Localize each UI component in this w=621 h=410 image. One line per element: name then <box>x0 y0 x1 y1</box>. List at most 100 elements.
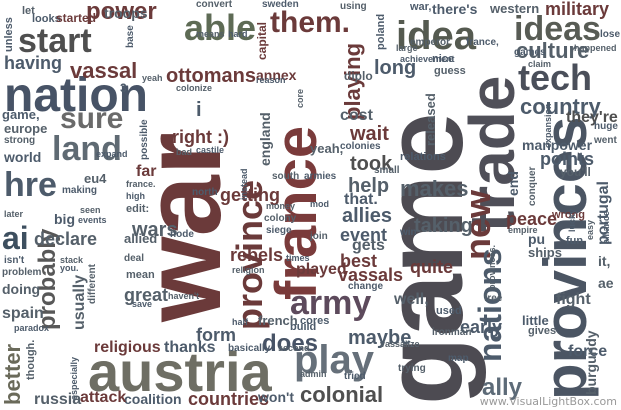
word-expand: expand <box>96 149 128 159</box>
word-join: join <box>310 231 328 242</box>
word-seen: seen <box>80 205 101 215</box>
word-taking: taking <box>414 215 473 237</box>
word-sure: sure <box>60 102 124 135</box>
word-peace: peace <box>506 209 558 229</box>
word-havent: haven't <box>168 291 200 301</box>
word-half: half <box>232 317 249 327</box>
word-able: able <box>184 7 257 48</box>
word-colonize: colonize <box>176 83 213 93</box>
word-that: that. <box>344 191 378 208</box>
word-i: i <box>196 99 202 121</box>
word-yeah-comma: yeah, <box>310 141 344 156</box>
word-provinces-dot: provinces. <box>487 244 497 290</box>
word-expansion: expansion <box>543 103 553 148</box>
word-ships: ships <box>528 245 562 260</box>
word-ally: ally <box>482 374 523 401</box>
word-went: went <box>594 135 617 146</box>
word-basically: basically <box>228 343 271 354</box>
word-them: them. <box>270 6 351 39</box>
word-base: base <box>125 25 136 48</box>
word-3: 3 <box>120 81 127 95</box>
word-power: power <box>86 0 157 25</box>
word-means: means <box>196 29 225 39</box>
word-great: great <box>124 285 169 305</box>
word-right: right :) <box>172 127 229 147</box>
word-later: later <box>4 209 24 219</box>
word-declare: declare <box>34 229 98 249</box>
word-austria: austria <box>88 340 272 403</box>
word-colonial: colonial <box>300 382 384 407</box>
word-node: node <box>170 229 194 240</box>
word-having: having <box>4 53 63 73</box>
word-lose: lose <box>600 29 621 40</box>
word-maybe: maybe <box>348 327 412 349</box>
word-getting: getting <box>220 185 280 205</box>
word-released: released <box>423 93 438 146</box>
word-burgundy: burgundy <box>583 330 599 395</box>
word-different: different <box>87 264 98 304</box>
word-long: long <box>374 57 417 79</box>
word-yeah: yeah <box>142 73 163 83</box>
word-save: save <box>132 299 153 309</box>
word-quite: quite <box>410 257 453 277</box>
word-eu4: eu4 <box>84 171 107 186</box>
word-western: western <box>490 1 540 16</box>
word-usually: usually <box>71 274 88 330</box>
word-making: making <box>62 185 98 196</box>
word-events: events <box>78 215 107 225</box>
word-change: change <box>348 281 384 292</box>
word-annex: annex <box>256 67 297 83</box>
word-it: it, <box>598 253 611 269</box>
word-times: times <box>286 253 310 263</box>
word-happened: happened <box>574 43 617 53</box>
word-allies: allies <box>342 205 393 227</box>
word-core: core <box>295 88 305 108</box>
word-allied: allied <box>124 231 158 246</box>
word-capital: capital <box>255 21 269 60</box>
word-war-comma: war, <box>410 1 432 13</box>
word-doing: doing <box>2 281 41 297</box>
word-tried: tried <box>344 371 366 382</box>
word-cores: cores <box>300 315 330 327</box>
word-second: second <box>278 343 310 353</box>
word-especially: especially <box>69 356 79 400</box>
word-well: well, <box>394 291 429 308</box>
word-troops: troops <box>104 5 148 21</box>
word-thanks: thanks <box>164 339 216 356</box>
word-military: military <box>545 0 610 19</box>
word-vassal: vassal <box>70 58 138 83</box>
word-makes: makes <box>400 176 469 201</box>
word-event: event <box>340 225 388 245</box>
word-convert: convert <box>196 0 233 10</box>
word-play: play <box>294 338 375 382</box>
word-theres: there's <box>432 1 478 17</box>
word-games: games <box>514 47 546 58</box>
word-diplo: diplo <box>344 69 373 83</box>
word-high: high <box>126 191 145 201</box>
word-force: force <box>568 343 608 360</box>
word-instead: instead <box>239 168 249 200</box>
word-gets: gets <box>352 237 385 254</box>
word-nation: nation <box>4 69 148 122</box>
word-relations: relations <box>400 151 446 163</box>
word-claim: claim <box>528 59 552 69</box>
word-rebels: rebels <box>230 245 284 265</box>
word-easy: easy <box>585 219 595 240</box>
word-stack: stack <box>60 255 84 265</box>
word-religious: religious <box>94 339 161 356</box>
word-idea: idea <box>396 14 477 58</box>
word-land: land <box>52 130 122 168</box>
word-french: french <box>258 313 298 328</box>
word-ottomans: ottomans <box>166 65 256 87</box>
word-north: north <box>192 187 218 198</box>
word-isnt: isn't <box>4 255 25 266</box>
word-france-dot: france. <box>126 179 156 189</box>
word-you: you. <box>60 263 79 273</box>
word-build: build <box>290 321 317 333</box>
word-ae: ae <box>598 275 614 291</box>
word-world: world <box>4 149 42 165</box>
word-better: better <box>0 343 25 405</box>
word-castile: castile <box>196 145 225 155</box>
word-reason: reason <box>256 75 286 85</box>
